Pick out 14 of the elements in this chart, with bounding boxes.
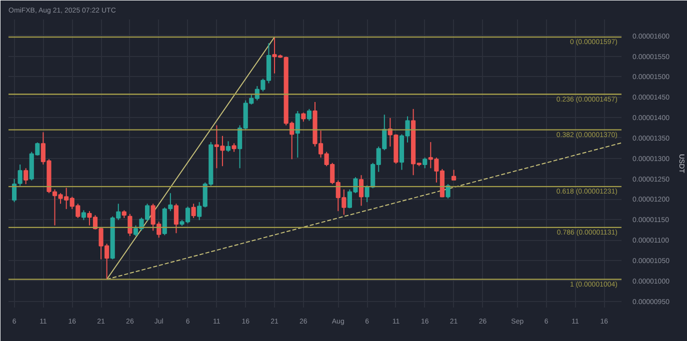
candlestick — [18, 164, 22, 186]
candlestick — [452, 169, 456, 181]
candlestick — [306, 108, 312, 122]
candlestick — [174, 203, 178, 234]
candlestick — [358, 174, 364, 206]
candlestick — [191, 203, 196, 219]
candlestick — [81, 210, 86, 221]
candlestick — [226, 140, 231, 152]
candlestick — [24, 168, 28, 185]
candlestick — [446, 184, 450, 199]
candlestick — [128, 213, 132, 237]
candlestick — [12, 178, 17, 203]
candlestick — [422, 157, 428, 169]
candlestick — [295, 110, 300, 158]
